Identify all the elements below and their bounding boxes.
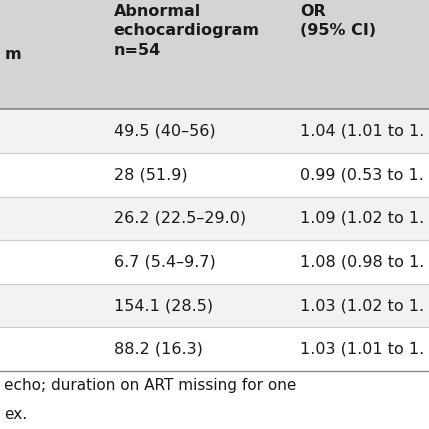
Text: 6.7 (5.4–9.7): 6.7 (5.4–9.7) bbox=[114, 254, 215, 269]
Text: OR
(95% CI): OR (95% CI) bbox=[300, 4, 376, 39]
Text: 28 (51.9): 28 (51.9) bbox=[114, 167, 187, 182]
Text: 1.09 (1.02 to 1.: 1.09 (1.02 to 1. bbox=[300, 211, 425, 226]
Text: m: m bbox=[4, 47, 21, 62]
Bar bbox=[0, 240, 429, 284]
Text: 88.2 (16.3): 88.2 (16.3) bbox=[114, 342, 202, 357]
Bar bbox=[0, 371, 429, 429]
Text: 0.99 (0.53 to 1.: 0.99 (0.53 to 1. bbox=[300, 167, 424, 182]
Bar bbox=[0, 284, 429, 327]
Text: 49.5 (40–56): 49.5 (40–56) bbox=[114, 124, 215, 139]
Bar bbox=[0, 196, 429, 240]
Text: ex.: ex. bbox=[4, 407, 27, 422]
Text: 1.08 (0.98 to 1.: 1.08 (0.98 to 1. bbox=[300, 254, 425, 269]
Text: 1.03 (1.02 to 1.: 1.03 (1.02 to 1. bbox=[300, 298, 424, 313]
Bar bbox=[0, 327, 429, 371]
Text: 1.03 (1.01 to 1.: 1.03 (1.01 to 1. bbox=[300, 342, 425, 357]
Text: 26.2 (22.5–29.0): 26.2 (22.5–29.0) bbox=[114, 211, 246, 226]
Text: 154.1 (28.5): 154.1 (28.5) bbox=[114, 298, 213, 313]
Bar bbox=[0, 153, 429, 196]
Bar bbox=[0, 109, 429, 153]
Text: Abnormal
echocardiogram
n=54: Abnormal echocardiogram n=54 bbox=[114, 4, 260, 57]
Text: 1.04 (1.01 to 1.: 1.04 (1.01 to 1. bbox=[300, 124, 425, 139]
Bar bbox=[0, 0, 429, 109]
Text: echo; duration on ART missing for one: echo; duration on ART missing for one bbox=[4, 378, 297, 393]
